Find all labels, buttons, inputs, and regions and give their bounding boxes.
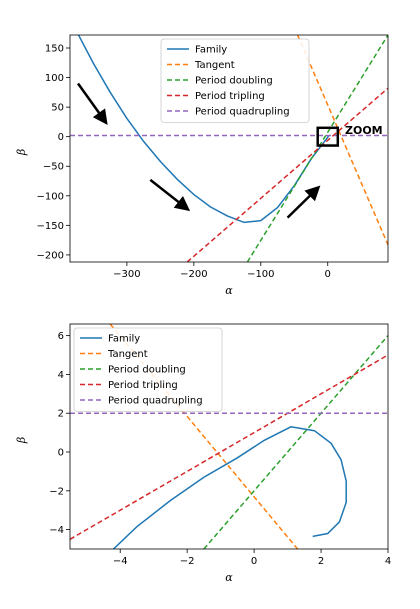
plot-area-top: −300 −200 −100 0 −200 −150 −100 −50 0 50 100 150 xyxy=(37,34,389,280)
chart-bottom: −4 −2 0 2 4 −4 −2 0 2 4 6 α β Family Tangent Period … xyxy=(15,323,391,584)
direction-arrow-1 xyxy=(77,82,108,125)
series-family xyxy=(112,426,347,549)
direction-arrow-3 xyxy=(286,185,321,219)
series-period-tripling xyxy=(70,354,388,540)
x-axis-label-top: α xyxy=(225,284,233,297)
x-tick-label: 4 xyxy=(385,556,391,567)
x-tick-label: 2 xyxy=(318,556,324,567)
x-tick-label: 0 xyxy=(251,556,257,567)
axes-frame xyxy=(69,323,389,550)
y-tick-label: −50 xyxy=(43,162,64,173)
x-axis-label-bottom: α xyxy=(225,571,233,584)
y-axis-label-top: β xyxy=(15,149,28,156)
x-tick-label: −300 xyxy=(113,269,140,280)
x-tick-label: −2 xyxy=(180,556,195,567)
y-tick-label: 150 xyxy=(45,44,64,55)
legend-label-period-doubling: Period doubling xyxy=(108,365,186,376)
x-tick-label: 0 xyxy=(325,269,331,280)
series-period-tripling xyxy=(186,87,388,262)
plot-area-bottom: −4 −2 0 2 4 −4 −2 0 2 4 6 xyxy=(49,323,391,567)
y-tick-label: −4 xyxy=(49,525,64,536)
legend-label-period-quadrupling: Period quadrupling xyxy=(195,107,290,118)
legend-box xyxy=(73,327,223,412)
legend-label-family: Family xyxy=(195,45,227,56)
series-period-doubling xyxy=(246,35,388,262)
series-period-doubling xyxy=(203,335,388,549)
legend-label-period-doubling: Period doubling xyxy=(195,76,273,87)
y-tick-label: 100 xyxy=(45,73,64,84)
series-tangent xyxy=(296,35,388,246)
y-tick-label: 0 xyxy=(58,448,64,459)
legend-box xyxy=(160,38,310,123)
y-tick-label: −2 xyxy=(49,486,64,497)
y-tick-label: −200 xyxy=(37,250,64,261)
legend-label-period-quadrupling: Period quadrupling xyxy=(108,396,203,407)
legend-label-period-tripling: Period tripling xyxy=(195,91,265,102)
legend-label-period-tripling: Period tripling xyxy=(108,380,178,391)
zoom-box xyxy=(316,126,340,147)
legend-top: Family Tangent Period doubling Period tripl… xyxy=(160,38,310,123)
x-tick-label: −100 xyxy=(247,269,274,280)
zoom-annotation: ZOOM xyxy=(345,124,383,137)
x-tick-label: −200 xyxy=(180,269,207,280)
legend-label-tangent: Tangent xyxy=(194,60,235,71)
y-tick-label: 0 xyxy=(58,132,64,143)
y-tick-label: 6 xyxy=(58,331,64,342)
x-tick-label: −4 xyxy=(113,556,128,567)
y-tick-label: 2 xyxy=(58,409,64,420)
axes-frame xyxy=(69,34,389,263)
y-tick-label: 50 xyxy=(51,103,64,114)
legend-label-tangent: Tangent xyxy=(107,349,148,360)
legend-label-family: Family xyxy=(108,334,140,345)
y-tick-label: 4 xyxy=(58,370,64,381)
series-group xyxy=(70,35,388,262)
legend-bottom: Family Tangent Period doubling Period tripl… xyxy=(73,327,223,412)
y-tick-label: −150 xyxy=(37,221,64,232)
y-tick-label: −100 xyxy=(37,191,64,202)
direction-arrow-2 xyxy=(149,178,191,212)
y-axis-label-bottom: β xyxy=(15,437,28,444)
